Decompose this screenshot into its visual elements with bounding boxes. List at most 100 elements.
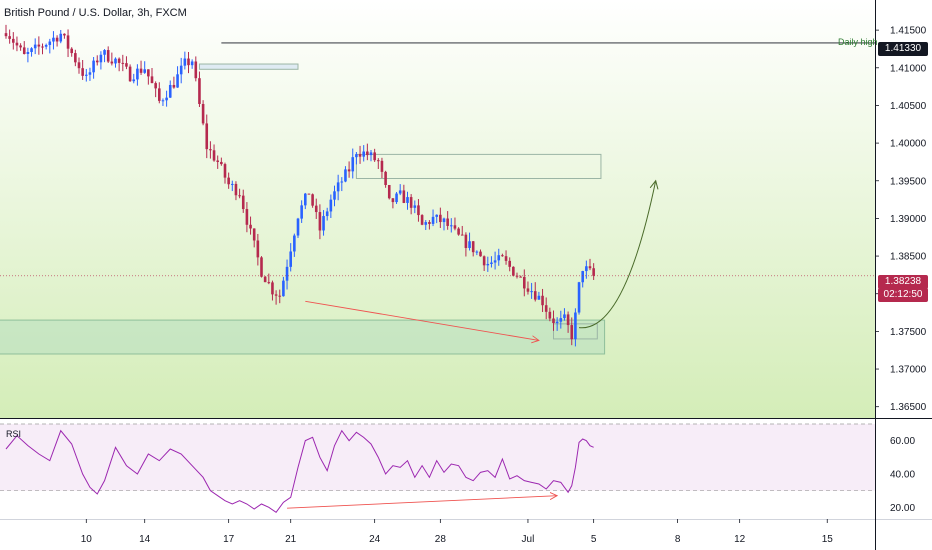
candle-body xyxy=(234,183,238,196)
price-tick-label: 1.38500 xyxy=(890,252,927,263)
candle-body xyxy=(424,222,428,225)
rsi-label: RSI xyxy=(6,429,22,439)
rsi-line xyxy=(5,429,594,514)
candle-body xyxy=(453,225,457,229)
candle-body xyxy=(201,103,205,124)
candle-body xyxy=(285,266,289,281)
candle-body xyxy=(373,152,376,161)
candle-body xyxy=(165,97,168,101)
candle-body xyxy=(395,193,398,203)
bar-countdown-tag: 02:12:50 xyxy=(878,288,928,302)
zone-supply-small xyxy=(198,63,299,70)
candle-body xyxy=(30,48,33,53)
candle-body xyxy=(406,197,409,203)
candle-body xyxy=(267,282,271,284)
zones-layer xyxy=(0,63,606,355)
candle-body xyxy=(92,60,95,73)
candle-body xyxy=(559,318,563,322)
rsi-tick-label: 60.00 xyxy=(890,436,915,447)
time-tick-label: 10 xyxy=(81,534,93,545)
candle-body xyxy=(380,160,384,172)
candle-body xyxy=(325,211,329,217)
candle-body xyxy=(577,282,581,313)
price-tick-label: 1.39500 xyxy=(890,176,927,187)
candle-body xyxy=(475,251,479,253)
candle-body xyxy=(311,194,314,206)
candle-body xyxy=(548,311,552,319)
price-tick-label: 1.40500 xyxy=(890,101,927,112)
candle-body xyxy=(150,76,154,84)
candle-body xyxy=(541,295,544,306)
candle-body xyxy=(95,60,99,63)
candle-body xyxy=(128,66,132,82)
candle-body xyxy=(468,241,471,248)
candle-body xyxy=(533,291,537,300)
candle-body xyxy=(263,276,267,283)
candle-body xyxy=(179,65,183,75)
candle-body xyxy=(344,169,347,182)
candle-body xyxy=(435,214,438,217)
candle-body xyxy=(198,78,201,104)
price-tick-label: 1.36500 xyxy=(890,402,927,413)
candle-body xyxy=(8,36,11,39)
candle-body xyxy=(289,251,292,267)
candle-body xyxy=(322,216,325,231)
candle-body xyxy=(333,191,336,200)
candle-body xyxy=(85,74,88,76)
candle-body xyxy=(205,123,209,150)
candle-body xyxy=(4,33,8,37)
candle-body xyxy=(212,150,216,161)
candle-body xyxy=(231,183,234,185)
candle-body xyxy=(143,69,146,73)
candle-body xyxy=(220,161,223,165)
candle-body xyxy=(70,48,73,54)
last-price-tag: 1.38238 xyxy=(878,275,928,289)
candle-body xyxy=(282,280,285,297)
candle-body xyxy=(574,312,577,340)
candle-body xyxy=(490,262,493,264)
chart-title: British Pound / U.S. Dollar, 3h, FXCM xyxy=(4,7,187,19)
overlay-layer xyxy=(0,42,875,340)
candle-body xyxy=(585,266,588,272)
candle-body xyxy=(471,241,475,253)
rsi-band xyxy=(0,424,875,491)
candle-body xyxy=(431,216,435,224)
time-tick-label: 5 xyxy=(591,534,597,545)
candle-body xyxy=(544,305,548,312)
candle-body xyxy=(77,62,81,69)
candle-body xyxy=(570,325,574,340)
candle-body xyxy=(318,212,322,231)
zone-supply-target xyxy=(355,153,602,179)
price-axis: 1.41500 1.41000 1.40500 1.40000 1.39500 1.390… xyxy=(875,26,927,413)
candle-body xyxy=(274,294,278,296)
candle-body xyxy=(114,58,117,64)
zone-demand-wide xyxy=(0,319,606,355)
candle-body xyxy=(523,276,526,289)
candle-body xyxy=(41,46,44,48)
candle-body xyxy=(88,72,92,75)
candle-body xyxy=(369,152,373,156)
candle-body xyxy=(63,33,66,36)
candle-body xyxy=(278,295,282,297)
candle-body xyxy=(227,177,230,185)
candle-body xyxy=(428,222,431,224)
price-tick-label: 1.39000 xyxy=(890,214,927,225)
candle-body xyxy=(402,190,406,203)
rsi-tick-label: 40.00 xyxy=(890,470,915,481)
candle-body xyxy=(417,205,420,216)
candle-body xyxy=(172,84,176,88)
price-tick-label: 1.41500 xyxy=(890,26,927,37)
rsi-tick-label: 20.00 xyxy=(890,503,915,514)
candle-body xyxy=(216,160,219,162)
time-tick-label: Jul xyxy=(522,534,535,545)
price-divergence-arrow xyxy=(305,300,539,340)
candle-body xyxy=(110,61,114,64)
candle-body xyxy=(117,58,121,63)
candle-body xyxy=(48,41,52,45)
candle-body xyxy=(355,154,358,158)
candle-body xyxy=(497,255,501,261)
candle-body xyxy=(512,266,515,276)
daily-high-price-tag: 1.41330 xyxy=(878,42,928,56)
candle-body xyxy=(351,157,355,172)
